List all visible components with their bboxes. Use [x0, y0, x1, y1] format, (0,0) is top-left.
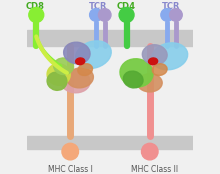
- Circle shape: [62, 143, 79, 160]
- Circle shape: [98, 9, 111, 21]
- Ellipse shape: [148, 58, 158, 65]
- Ellipse shape: [76, 58, 85, 65]
- Ellipse shape: [137, 74, 162, 92]
- Text: TCR: TCR: [89, 2, 108, 11]
- Ellipse shape: [76, 41, 111, 69]
- Circle shape: [119, 7, 134, 22]
- Ellipse shape: [142, 45, 167, 65]
- Ellipse shape: [152, 43, 188, 70]
- Circle shape: [170, 9, 182, 21]
- Ellipse shape: [123, 71, 143, 88]
- Ellipse shape: [78, 64, 92, 76]
- Ellipse shape: [47, 64, 70, 85]
- Ellipse shape: [54, 58, 73, 75]
- Ellipse shape: [64, 42, 90, 64]
- Text: MHC Class I: MHC Class I: [48, 165, 93, 174]
- Ellipse shape: [120, 59, 153, 87]
- Text: CD4: CD4: [117, 2, 136, 11]
- Text: TCR: TCR: [162, 2, 181, 11]
- Text: CD8: CD8: [26, 2, 45, 11]
- Circle shape: [90, 9, 102, 21]
- Text: MHC Class II: MHC Class II: [131, 165, 178, 174]
- Ellipse shape: [152, 64, 167, 76]
- Bar: [27, 136, 193, 149]
- Bar: [27, 30, 193, 46]
- Ellipse shape: [60, 70, 90, 93]
- Circle shape: [161, 9, 173, 21]
- Circle shape: [29, 7, 44, 22]
- Ellipse shape: [67, 68, 93, 88]
- Ellipse shape: [47, 72, 67, 90]
- Circle shape: [141, 143, 158, 160]
